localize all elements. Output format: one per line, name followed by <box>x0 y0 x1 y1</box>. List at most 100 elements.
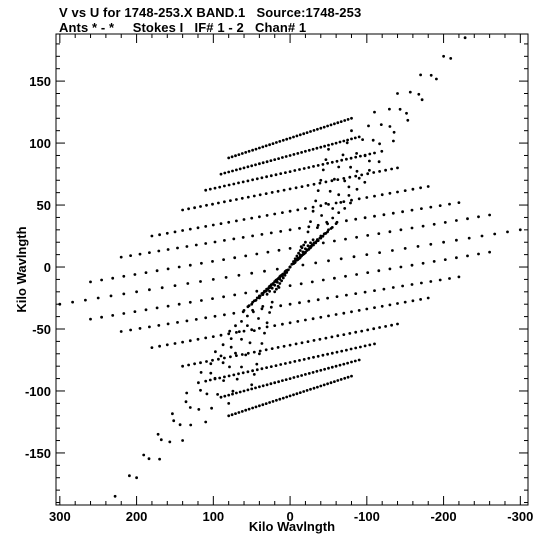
uv-point <box>205 203 208 207</box>
uv-point <box>403 189 407 193</box>
uv-point <box>288 361 292 364</box>
uv-point <box>416 245 420 248</box>
uv-point <box>333 276 336 280</box>
uv-point <box>355 273 358 276</box>
uv-point <box>196 226 200 230</box>
uv-point <box>255 296 259 300</box>
uv-point <box>345 219 348 223</box>
uv-point <box>213 314 217 318</box>
uv-point <box>391 286 395 289</box>
uv-point <box>231 389 235 393</box>
uv-point <box>373 289 376 292</box>
uv-point <box>373 214 376 218</box>
uv-point <box>138 327 142 330</box>
uv-point <box>156 432 160 436</box>
uv-point <box>246 370 250 374</box>
uv-point <box>316 226 319 230</box>
uv-point <box>367 124 370 128</box>
uv-point <box>281 138 285 142</box>
uv-point <box>135 290 139 294</box>
uv-point <box>158 457 162 461</box>
uv-point <box>463 36 467 40</box>
uv-point <box>223 184 226 188</box>
uv-point <box>211 278 215 281</box>
uv-point <box>199 280 202 283</box>
uv-point <box>329 123 333 127</box>
uv-point <box>406 118 410 122</box>
uv-point <box>233 256 237 260</box>
uv-point <box>187 207 191 211</box>
uv-point <box>284 155 288 158</box>
uv-point <box>275 287 278 291</box>
uv-point <box>199 205 202 208</box>
uv-point <box>366 234 370 237</box>
uv-point <box>345 293 348 297</box>
uv-point <box>292 376 296 379</box>
uv-point <box>296 320 300 323</box>
uv-point <box>251 406 255 410</box>
uv-point <box>246 195 250 199</box>
uv-point <box>298 301 301 305</box>
uv-point <box>150 346 154 349</box>
uv-point <box>199 371 203 374</box>
uv-point <box>326 352 329 356</box>
uv-point <box>282 344 286 348</box>
uv-point <box>350 137 353 141</box>
uv-point <box>348 175 352 179</box>
uv-point <box>223 239 226 242</box>
uv-point <box>241 180 245 184</box>
uv-point <box>172 419 176 423</box>
uv-point <box>269 159 273 163</box>
uv-point <box>270 347 274 350</box>
uv-point <box>258 215 261 219</box>
uv-point <box>336 178 340 182</box>
x-tick-label: 0 <box>286 509 293 524</box>
uv-point <box>254 405 258 409</box>
uv-point <box>282 188 286 192</box>
uv-point <box>411 299 415 303</box>
uv-point <box>306 184 310 187</box>
uv-point <box>448 202 451 206</box>
uv-point <box>443 258 447 261</box>
uv-point <box>188 406 192 409</box>
uv-point <box>309 387 312 391</box>
uv-point <box>242 166 246 170</box>
uv-point <box>238 390 242 394</box>
uv-point <box>312 339 316 342</box>
uv-point <box>260 233 264 236</box>
uv-point <box>342 362 346 366</box>
uv-point <box>372 171 376 174</box>
uv-point <box>264 289 268 293</box>
uv-point <box>177 302 181 306</box>
uv-point <box>274 173 278 177</box>
uv-point <box>410 208 414 212</box>
uv-point <box>176 246 179 250</box>
uv-point <box>401 210 404 214</box>
uv-point <box>365 253 369 256</box>
uv-point <box>355 235 358 239</box>
uv-point <box>216 393 220 396</box>
uv-point <box>354 217 358 221</box>
uv-point <box>506 230 509 234</box>
uv-point <box>316 223 320 227</box>
uv-point <box>377 269 381 273</box>
uv-point <box>273 158 277 162</box>
uv-point <box>344 237 347 241</box>
uv-point <box>342 333 346 336</box>
uv-point <box>309 220 312 224</box>
uv-point <box>319 204 323 208</box>
uv-point <box>350 198 353 202</box>
uv-point <box>219 222 223 226</box>
uv-point <box>405 111 408 115</box>
uv-point <box>396 302 399 305</box>
uv-point <box>337 165 341 169</box>
uv-point <box>336 379 340 382</box>
uv-point <box>231 392 234 396</box>
uv-point <box>205 392 209 396</box>
uv-point <box>366 172 370 176</box>
uv-point <box>244 151 248 154</box>
uv-point <box>237 273 241 277</box>
uv-point <box>281 379 284 382</box>
uv-point <box>337 193 341 197</box>
uv-point <box>401 284 404 288</box>
